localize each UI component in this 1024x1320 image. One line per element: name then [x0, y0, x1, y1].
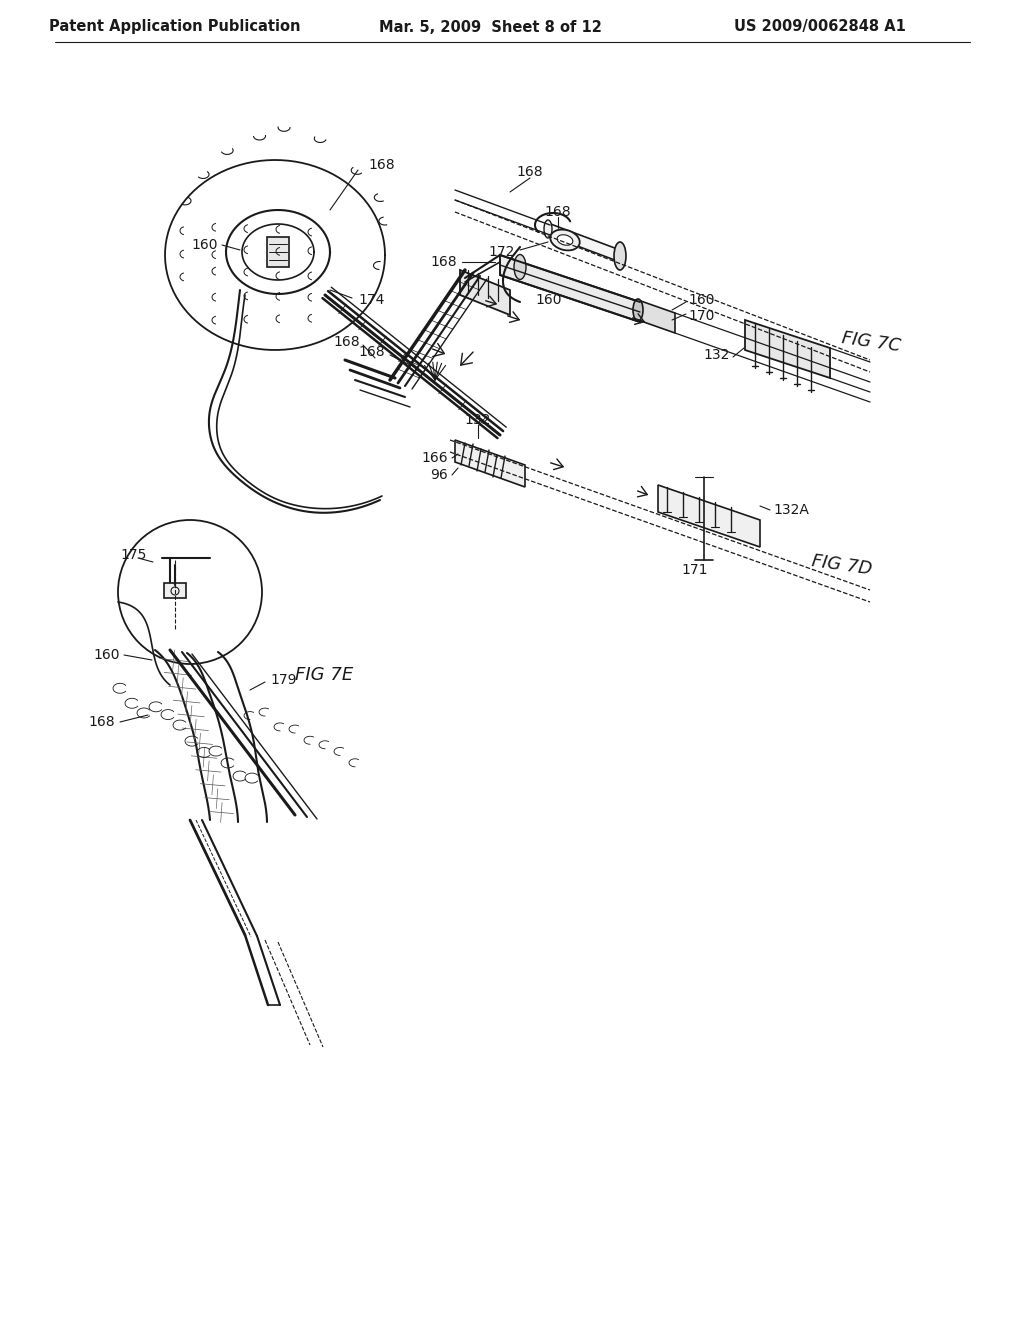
Ellipse shape: [557, 235, 572, 246]
Ellipse shape: [544, 220, 552, 238]
Text: 132: 132: [703, 348, 730, 362]
Ellipse shape: [514, 255, 526, 280]
Text: 179: 179: [270, 673, 297, 686]
Text: 160: 160: [535, 293, 561, 308]
Text: 168: 168: [430, 255, 457, 269]
Polygon shape: [638, 300, 675, 333]
Bar: [267, 238, 289, 267]
Text: 160: 160: [688, 293, 715, 308]
Text: 174: 174: [358, 293, 384, 308]
Text: FIG 7C: FIG 7C: [840, 329, 901, 355]
Polygon shape: [548, 223, 620, 261]
Text: US 2009/0062848 A1: US 2009/0062848 A1: [734, 20, 906, 34]
Text: 160: 160: [93, 648, 120, 663]
Ellipse shape: [550, 230, 580, 251]
Text: FIG 7E: FIG 7E: [295, 667, 353, 684]
Text: FIG 7D: FIG 7D: [810, 552, 872, 578]
Text: 168: 168: [545, 205, 571, 219]
Text: 168: 168: [358, 345, 385, 359]
Text: 172: 172: [488, 246, 515, 259]
Text: Mar. 5, 2009  Sheet 8 of 12: Mar. 5, 2009 Sheet 8 of 12: [379, 20, 601, 34]
Polygon shape: [455, 440, 525, 487]
Ellipse shape: [614, 242, 626, 271]
Text: 171: 171: [682, 564, 709, 577]
Bar: [164, 583, 186, 598]
Text: Patent Application Publication: Patent Application Publication: [49, 20, 301, 34]
Text: 96: 96: [430, 469, 449, 482]
Text: 160: 160: [191, 238, 218, 252]
Text: 132A: 132A: [773, 503, 809, 517]
Text: 168: 168: [517, 165, 544, 180]
Text: 166: 166: [421, 451, 449, 465]
Polygon shape: [745, 319, 830, 378]
Polygon shape: [658, 484, 760, 546]
Text: 168: 168: [334, 335, 360, 348]
Text: 170: 170: [688, 309, 715, 323]
Polygon shape: [460, 271, 510, 315]
Ellipse shape: [633, 300, 643, 321]
Text: 132: 132: [465, 413, 492, 426]
Text: 168: 168: [368, 158, 394, 172]
Text: 168: 168: [88, 715, 115, 729]
Polygon shape: [500, 255, 640, 322]
Text: 175: 175: [120, 548, 146, 562]
